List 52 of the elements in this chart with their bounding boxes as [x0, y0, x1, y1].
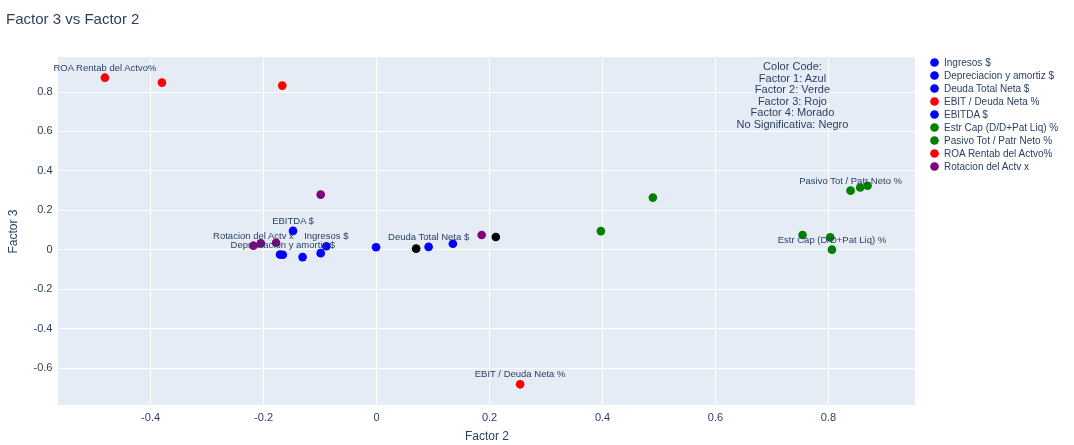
point	[298, 252, 307, 262]
x-tick-label: 0	[373, 410, 380, 423]
annotation: EBIT / Deuda Neta %	[474, 368, 566, 380]
point	[596, 226, 606, 236]
point	[316, 190, 326, 199]
x-tick-label: -0.2	[254, 410, 274, 423]
annotation: Rotacion del Actv x	[213, 229, 295, 241]
x-axis-title: Factor 2	[464, 428, 510, 443]
annotation: Deuda Total Neta $	[388, 230, 470, 242]
annotation: ROA Rentab del Actvo%	[53, 61, 157, 73]
y-tick-label: -0.2	[33, 282, 53, 295]
annotation: Pasivo Tot / Patr Neto %	[799, 174, 903, 186]
y-tick-label: 0.6	[37, 124, 53, 137]
legend-label: ROA Rentab del Actvo%	[944, 147, 1053, 159]
y-axis-title: Factor 3	[5, 209, 20, 254]
x-tick-label: 0.2	[481, 410, 498, 423]
point	[288, 226, 298, 236]
x-tick-label: 0.8	[820, 410, 837, 423]
point	[827, 245, 837, 254]
legend-label: EBIT / Deuda Neta %	[944, 95, 1040, 107]
annotation: EBITDA $	[272, 214, 315, 226]
y-tick-label: -0.6	[33, 361, 53, 374]
legend-label: Rotacion del Actv x	[944, 160, 1030, 172]
point	[491, 232, 501, 242]
x-tick-label: 0.4	[594, 410, 611, 423]
annotation: Color Code: Factor 1: Azul Factor 2: Verde Factor 3: Rojo Factor 4: Morado No Significativa: Negro	[736, 60, 849, 130]
point	[515, 379, 525, 389]
y-tick-label: 0.8	[37, 85, 53, 97]
legend-label: Deuda Total Neta $	[944, 82, 1030, 94]
point	[100, 73, 110, 83]
chart-title: Factor 3 vs Factor 2	[6, 10, 140, 27]
point	[411, 244, 421, 253]
legend-label: Estr Cap (D/D+Pat Liq) %	[944, 121, 1059, 133]
point	[371, 242, 381, 252]
legend-label: EBITDA $	[944, 108, 989, 120]
y-tick-label: 0.2	[37, 203, 53, 216]
point	[424, 242, 433, 252]
y-tick-label: 0	[46, 242, 53, 255]
y-tick-label: -0.4	[33, 321, 53, 334]
point	[846, 186, 855, 195]
point	[477, 230, 487, 240]
legend-label: Pasivo Tot / Patr Neto %	[944, 134, 1053, 146]
legend-label: Depreciacion y amortiz $	[944, 69, 1055, 81]
x-tick-label: -0.4	[141, 410, 161, 423]
point	[448, 239, 458, 249]
point	[157, 78, 167, 87]
legend-label: Ingresos $	[944, 56, 992, 68]
x-tick-label: 0.6	[707, 410, 724, 423]
point	[277, 81, 287, 90]
y-tick-label: 0.4	[37, 163, 53, 176]
point	[316, 248, 326, 258]
point	[648, 193, 658, 202]
